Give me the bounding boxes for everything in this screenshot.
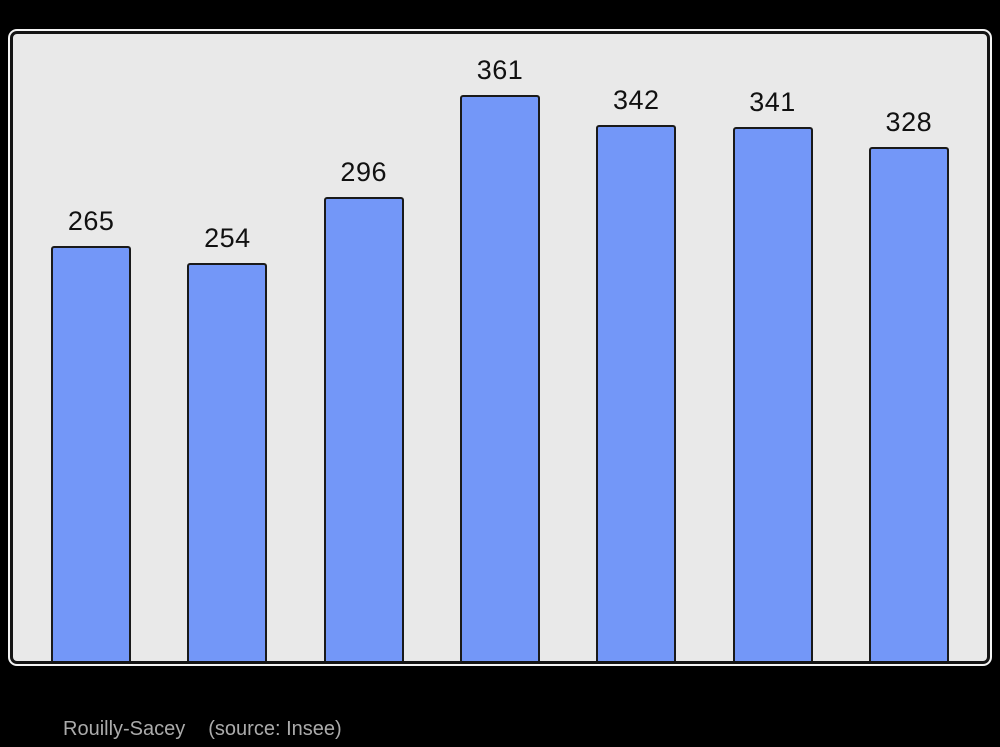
bar-group: 296: [296, 34, 432, 661]
bar: [51, 245, 132, 661]
bar: [323, 197, 404, 661]
bar-group: 361: [432, 34, 568, 661]
bar-value-label: 342: [612, 84, 660, 115]
chart-caption: Rouilly-Sacey (source: Insee): [63, 717, 342, 741]
bar: [596, 124, 677, 661]
bar-value-label: 341: [749, 86, 796, 117]
bars-row: 265 254 296 361 342 341 328: [13, 34, 987, 661]
bar: [187, 262, 268, 661]
bar-value-label: 296: [340, 157, 387, 187]
caption-source: (source: Insee): [208, 718, 342, 740]
caption-title: Rouilly-Sacey: [63, 718, 186, 740]
bar-group: 254: [159, 34, 295, 661]
bar: [459, 95, 540, 661]
bar-chart-panel: 265 254 296 361 342 341 328: [10, 31, 990, 664]
bar-group: 341: [704, 34, 840, 661]
bar-value-label: 361: [476, 55, 524, 86]
bar: [732, 126, 813, 661]
bar: [868, 146, 949, 661]
bar-value-label: 265: [67, 205, 115, 236]
bar-group: 342: [568, 34, 704, 661]
bar-value-label: 254: [204, 222, 251, 253]
bar-group: 328: [841, 34, 977, 661]
bar-value-label: 328: [885, 106, 933, 137]
bar-group: 265: [23, 34, 159, 661]
